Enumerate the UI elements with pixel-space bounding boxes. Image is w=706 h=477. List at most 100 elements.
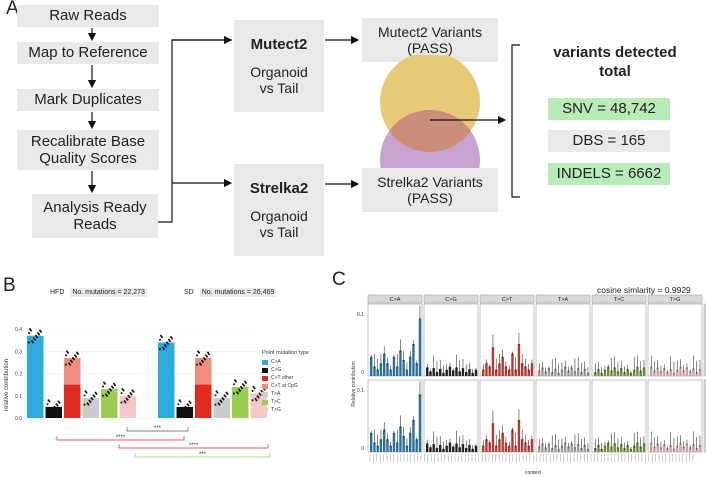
context-bar bbox=[482, 445, 485, 452]
bar-ct-other-sd bbox=[195, 384, 212, 418]
context-bar bbox=[402, 436, 405, 452]
legend-item: C>T at CpG bbox=[262, 382, 328, 390]
context-bar bbox=[491, 347, 495, 376]
data-point bbox=[65, 354, 67, 357]
context-bar bbox=[373, 366, 376, 376]
context-bar bbox=[636, 366, 639, 376]
data-point bbox=[220, 401, 223, 403]
step-map-to-reference: Map to Reference bbox=[17, 42, 159, 64]
facet-cell bbox=[479, 303, 535, 377]
context-bar bbox=[432, 368, 435, 376]
panel-b-significance: ************** bbox=[56, 426, 271, 458]
context-bar bbox=[613, 443, 616, 452]
data-point bbox=[50, 412, 53, 415]
context-bar bbox=[607, 442, 610, 452]
venn-diagram bbox=[380, 55, 480, 180]
data-point bbox=[112, 386, 114, 389]
data-point bbox=[87, 403, 90, 406]
context-bar bbox=[405, 369, 409, 376]
context-bar bbox=[376, 445, 379, 452]
panel-c-letter: C bbox=[332, 269, 346, 290]
panel-c-xlabel: context bbox=[525, 470, 542, 476]
data-point bbox=[216, 391, 219, 394]
data-point bbox=[177, 412, 180, 415]
data-point bbox=[85, 391, 88, 394]
strelka2-box: Strelka2 Organoid vs Tail bbox=[234, 164, 324, 256]
context-bar bbox=[547, 368, 551, 376]
context-bar bbox=[583, 444, 586, 452]
legend-swatch bbox=[262, 367, 268, 373]
context-bar bbox=[439, 368, 442, 376]
context-bar bbox=[389, 369, 392, 376]
data-point bbox=[171, 337, 173, 340]
context-bar bbox=[370, 356, 373, 376]
context-bar bbox=[685, 443, 689, 452]
context-bar bbox=[564, 366, 567, 376]
context-bar bbox=[639, 370, 642, 376]
data-point bbox=[185, 407, 188, 410]
facet-header bbox=[367, 294, 423, 304]
context-bar bbox=[650, 442, 653, 452]
data-point bbox=[132, 390, 135, 393]
data-point bbox=[73, 358, 75, 361]
data-point bbox=[75, 355, 77, 358]
legend-label: T>A bbox=[271, 391, 281, 397]
context-bar bbox=[482, 369, 485, 376]
context-bar bbox=[692, 444, 695, 452]
data-point bbox=[54, 407, 57, 410]
context-bar bbox=[564, 442, 567, 452]
data-point bbox=[196, 363, 198, 366]
context-bar bbox=[527, 445, 530, 452]
context-bar bbox=[692, 368, 695, 376]
panel-a-letter: A bbox=[6, 0, 19, 19]
data-point bbox=[65, 363, 67, 366]
panel-c-chart: Relative contribution context C>A C>G C>T T… bbox=[351, 294, 706, 476]
legend-swatch bbox=[262, 399, 268, 405]
group-hfd-label: HFD bbox=[50, 289, 65, 296]
context-bar bbox=[521, 439, 524, 452]
context-bar bbox=[439, 444, 442, 452]
legend-swatch bbox=[262, 391, 268, 397]
context-bar bbox=[626, 444, 629, 452]
data-point bbox=[36, 336, 38, 339]
context-bar bbox=[370, 432, 373, 452]
data-point bbox=[124, 401, 127, 404]
data-point bbox=[40, 330, 42, 333]
context-bar bbox=[396, 366, 399, 376]
context-bar bbox=[663, 368, 666, 376]
data-point bbox=[159, 348, 161, 351]
panel-b-yticks: 0.0 0.1 0.2 0.3 0.4 bbox=[15, 327, 255, 422]
data-point bbox=[69, 363, 71, 366]
data-point bbox=[32, 341, 34, 344]
context-bar bbox=[524, 442, 527, 452]
context-bar bbox=[392, 432, 396, 452]
y-tick-label: 0.1 bbox=[357, 388, 364, 394]
step-mark-duplicates: Mark Duplicates bbox=[17, 89, 159, 111]
facet-header-label: C>T bbox=[502, 297, 513, 303]
data-point bbox=[239, 389, 241, 392]
facet-cell bbox=[647, 303, 703, 377]
context-bar bbox=[429, 371, 432, 376]
context-bar bbox=[389, 445, 392, 452]
facet-header-label: T>C bbox=[614, 297, 625, 303]
step-analysis-ready: Analysis Ready Reads bbox=[32, 194, 158, 238]
context-bar bbox=[653, 446, 656, 452]
legend-swatch bbox=[262, 375, 268, 381]
context-bar bbox=[603, 445, 607, 452]
context-bar bbox=[474, 445, 478, 452]
context-bar bbox=[491, 423, 495, 452]
data-point bbox=[245, 381, 247, 384]
context-bar bbox=[524, 366, 527, 376]
legend-item: T>C bbox=[262, 398, 328, 406]
legend-label: C>T at CpG bbox=[271, 383, 298, 389]
context-bar bbox=[468, 368, 471, 376]
data-point bbox=[77, 353, 79, 355]
context-bar bbox=[653, 370, 656, 376]
facet-cell bbox=[591, 303, 647, 377]
context-bar bbox=[689, 447, 692, 452]
context-bar bbox=[383, 429, 386, 452]
data-point bbox=[233, 383, 235, 386]
context-bar bbox=[689, 371, 692, 376]
legend-swatch bbox=[262, 359, 268, 365]
data-point bbox=[71, 361, 73, 363]
